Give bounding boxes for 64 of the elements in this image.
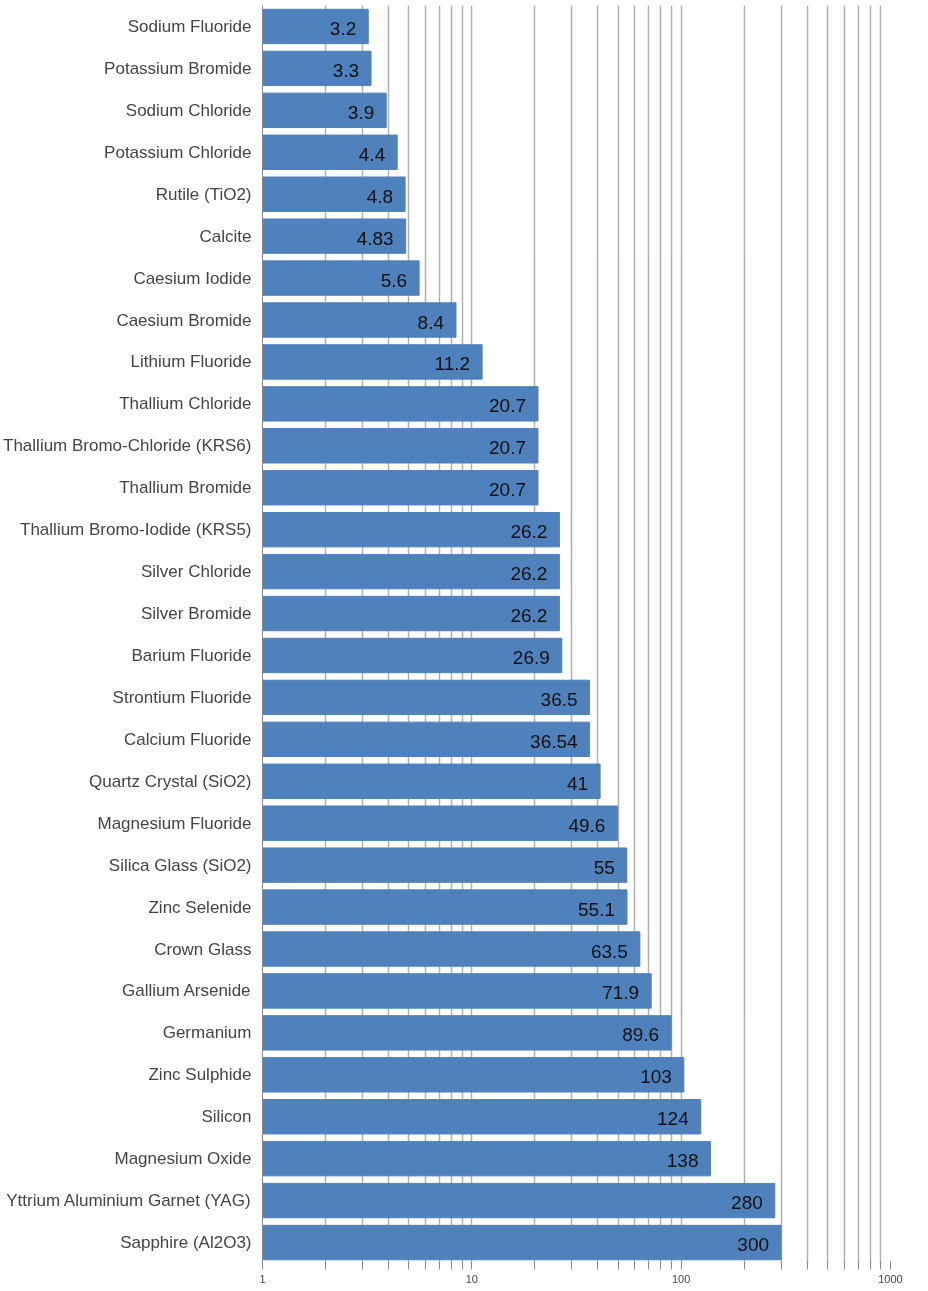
data-label: 26.2 bbox=[510, 521, 548, 543]
data-label: 8.4 bbox=[417, 311, 445, 333]
data-label: 103 bbox=[640, 1066, 672, 1088]
data-label: 3.3 bbox=[332, 59, 360, 81]
data-label: 11.2 bbox=[434, 353, 471, 375]
x-tick-label: 10 bbox=[465, 1272, 478, 1285]
data-label: 124 bbox=[657, 1108, 690, 1130]
y-tick-label: Sapphire (Al2O3) bbox=[120, 1233, 252, 1253]
data-label: 3.9 bbox=[347, 101, 375, 123]
data-label: 4.4 bbox=[358, 143, 386, 165]
y-tick-label: Potassium Chloride bbox=[104, 142, 252, 162]
data-label: 20.7 bbox=[489, 395, 526, 417]
y-tick-label: Thallium Bromide bbox=[119, 478, 252, 498]
data-label: 41 bbox=[566, 772, 589, 794]
data-label: 63.5 bbox=[590, 940, 628, 962]
x-tick-label: 100 bbox=[671, 1272, 691, 1285]
y-tick-label: Gallium Arsenide bbox=[122, 981, 251, 1001]
data-label: 89.6 bbox=[622, 1024, 660, 1046]
data-label: 138 bbox=[666, 1150, 699, 1172]
data-label: 55 bbox=[593, 856, 615, 878]
y-tick-label: Silica Glass (SiO2) bbox=[108, 855, 252, 875]
data-label: 20.7 bbox=[489, 437, 526, 459]
y-tick-label: Thallium Chloride bbox=[119, 394, 252, 414]
y-tick-label: Silicon bbox=[201, 1107, 252, 1127]
y-tick-label: Caesium Bromide bbox=[116, 310, 252, 330]
x-tick-label: 1 bbox=[259, 1272, 266, 1285]
y-tick-label: Calcite bbox=[199, 226, 252, 246]
y-tick-label: Silver Chloride bbox=[140, 562, 252, 582]
y-tick-label: Zinc Sulphide bbox=[148, 1065, 252, 1085]
y-tick-label: Crown Glass bbox=[154, 939, 252, 959]
y-tick-label: Germanium bbox=[162, 1023, 252, 1043]
y-tick-label: Magnesium Oxide bbox=[114, 1149, 252, 1169]
data-label: 26.2 bbox=[510, 605, 548, 627]
y-tick-label: Rutile (TiO2) bbox=[155, 184, 252, 204]
y-tick-label: Sodium Fluoride bbox=[127, 16, 252, 36]
y-tick-label: Thallium Bromo-Chloride (KRS6) bbox=[3, 436, 252, 456]
y-tick-label: Lithium Fluoride bbox=[130, 352, 252, 372]
y-tick-label: Quartz Crystal (SiO2) bbox=[89, 771, 252, 791]
data-label: 3.2 bbox=[329, 17, 357, 39]
y-tick-label: Silver Bromide bbox=[140, 604, 252, 624]
data-label: 71.9 bbox=[602, 982, 640, 1004]
data-label: 55.1 bbox=[578, 898, 615, 920]
data-label: 4.83 bbox=[356, 227, 394, 249]
y-tick-label: Yttrium Aluminium Garnet (YAG) bbox=[6, 1191, 251, 1211]
y-tick-label: Barium Fluoride bbox=[131, 645, 252, 665]
data-label: 26.2 bbox=[510, 563, 548, 585]
data-label: 5.6 bbox=[380, 269, 408, 291]
y-tick-label: Calcium Fluoride bbox=[123, 729, 252, 749]
y-tick-label: Strontium Fluoride bbox=[112, 687, 252, 707]
data-label: 280 bbox=[731, 1192, 763, 1214]
data-label: 36.5 bbox=[540, 688, 578, 710]
data-label: 36.54 bbox=[530, 730, 579, 752]
y-tick-label: Potassium Bromide bbox=[104, 58, 252, 78]
y-tick-label: Thallium Bromo-Iodide (KRS5) bbox=[20, 520, 252, 540]
data-label: 20.7 bbox=[489, 479, 526, 501]
y-tick-label: Zinc Selenide bbox=[148, 897, 252, 917]
data-label: 26.9 bbox=[512, 646, 550, 668]
x-tick-label: 1000 bbox=[878, 1272, 903, 1285]
data-label: 300 bbox=[737, 1234, 770, 1256]
data-label: 49.6 bbox=[568, 814, 606, 836]
y-tick-label: Magnesium Fluoride bbox=[97, 813, 252, 833]
y-tick-label: Caesium Iodide bbox=[133, 268, 252, 288]
data-label: 4.8 bbox=[366, 185, 394, 207]
y-tick-label: Sodium Chloride bbox=[125, 100, 252, 120]
